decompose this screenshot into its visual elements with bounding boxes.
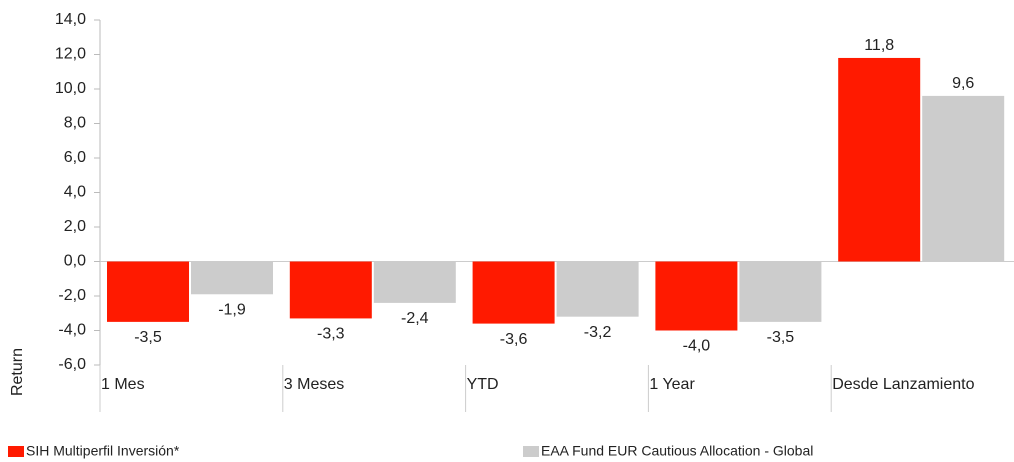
data-label: -3,2 <box>584 324 612 341</box>
data-label: -3,5 <box>134 329 162 346</box>
bar <box>556 261 639 317</box>
bar <box>107 261 189 322</box>
x-tick-label: 1 Year <box>649 376 695 393</box>
data-label: -3,3 <box>317 326 345 343</box>
y-tick-label: -6,0 <box>58 356 86 373</box>
y-tick-label: -4,0 <box>58 322 86 339</box>
bar <box>838 57 921 262</box>
legend-swatch <box>523 446 539 457</box>
y-tick-label: 4,0 <box>64 184 86 201</box>
x-tick-label: YTD <box>467 376 499 393</box>
y-tick-label: 0,0 <box>64 253 86 270</box>
y-tick-label: 6,0 <box>64 149 86 166</box>
data-label: -3,5 <box>767 329 795 346</box>
y-tick-label: 10,0 <box>55 80 86 97</box>
y-tick-label: -2,0 <box>58 287 86 304</box>
y-tick-label: 14,0 <box>55 11 86 28</box>
y-axis-label: Return <box>9 348 26 396</box>
legend-label: SIH Multiperfil Inversión* <box>26 443 180 459</box>
data-label: -2,4 <box>401 310 429 327</box>
y-tick-label: 8,0 <box>64 115 86 132</box>
bar <box>373 261 456 303</box>
data-label: -3,6 <box>500 331 528 348</box>
legend-label: EAA Fund EUR Cautious Allocation - Globa… <box>541 443 813 459</box>
bar <box>289 261 372 319</box>
data-label: -1,9 <box>218 301 246 318</box>
legend-swatch <box>8 446 24 457</box>
x-tick-label: 1 Mes <box>101 376 145 393</box>
y-tick-label: 2,0 <box>64 218 86 235</box>
bar <box>739 261 822 322</box>
data-label: 9,6 <box>952 75 974 92</box>
data-label: -4,0 <box>683 338 711 355</box>
x-tick-label: 3 Meses <box>284 376 344 393</box>
data-label: 11,8 <box>864 37 894 54</box>
x-tick-label: Desde Lanzamiento <box>832 376 974 393</box>
bar <box>472 261 555 324</box>
bar <box>191 261 273 295</box>
y-tick-label: 12,0 <box>55 46 86 63</box>
bar <box>655 261 738 331</box>
bar <box>922 95 1005 262</box>
